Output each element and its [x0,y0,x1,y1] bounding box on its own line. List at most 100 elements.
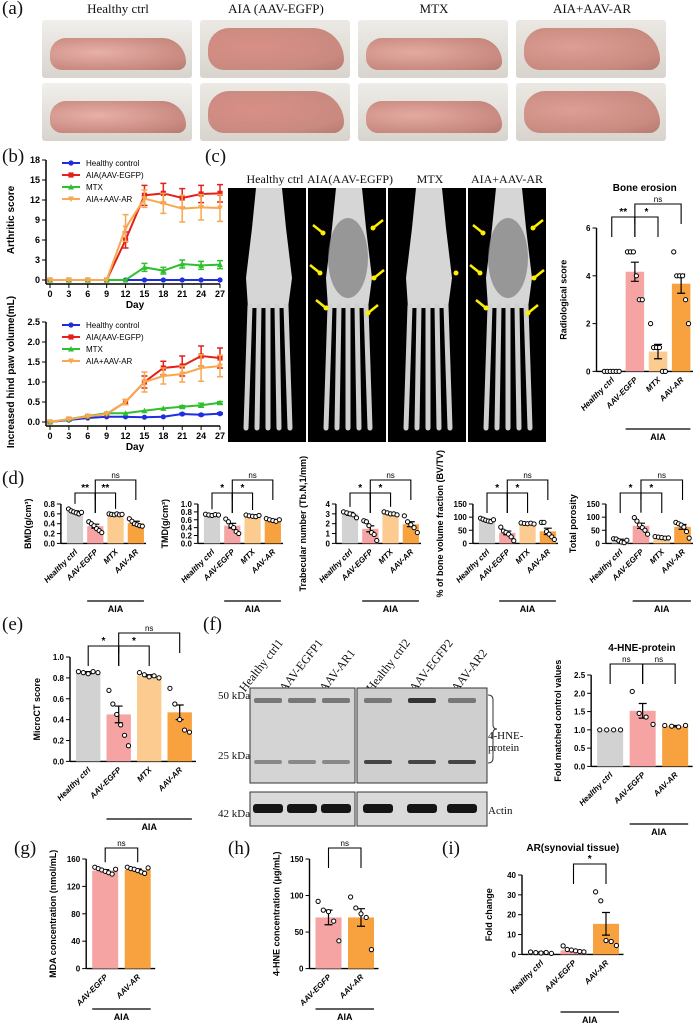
ct-digit [283,303,293,431]
significance-label: ns [248,471,256,480]
data-point [624,537,630,543]
significance-bracket [369,492,392,513]
bar-mtx [648,351,668,372]
data-point [665,535,672,541]
data-point [122,410,129,416]
legend-label: AIA(AAV-EGFP) [86,333,144,342]
data-point [103,277,110,283]
data-point [662,722,668,729]
data-point [353,905,359,911]
x-tick-label: 12 [121,431,131,441]
bar-aav-egfp [625,271,645,372]
data-point [122,399,129,405]
data-point [122,225,129,231]
data-point [645,531,651,537]
data-point [685,321,692,327]
significance-bracket [640,492,663,513]
data-point [560,943,566,949]
arrow-head [365,310,371,316]
significance-label: ns [117,839,125,848]
data-point [639,297,645,303]
data-point [543,949,549,956]
x-tick-label: 0 [47,431,52,441]
significance-label: ns [523,471,531,480]
y-tick-label: 100 [454,513,468,522]
paw-photo [42,20,192,78]
data-point [160,200,167,207]
data-point [90,669,96,675]
ct-foot [469,188,545,431]
data-point [84,413,91,420]
y-axis-label: MicroCT score [32,678,42,741]
data-point [331,918,337,924]
y-tick-label: 0.0 [574,762,586,771]
group-label: AIA [650,432,666,442]
marker-25kda: 25 kDa [218,750,251,762]
band-50kda [288,698,316,703]
panel-label-a: (a) [2,0,24,19]
y-axis-label: Radiological score [559,260,569,340]
data-point [151,673,157,679]
bar-healthy-ctrl [478,520,496,544]
data-point [636,710,642,716]
series-mtx: MTX [47,345,223,425]
data-point [315,898,321,904]
data-point [179,371,186,377]
data-point [160,267,167,274]
y-tick-label: 4 [586,272,591,281]
y-tick-label: 6 [586,224,591,233]
x-tick-label: 3 [66,431,71,441]
series-line [50,192,221,281]
y-tick-label: 0.6 [44,510,56,519]
y-tick-label: 10 [507,931,516,940]
y-tick-label: 12 [30,195,40,205]
group-label: AIA [141,822,157,832]
significance-label: ns [654,195,662,204]
ct-erosion [488,218,528,298]
data-point [538,950,544,956]
significance-bracket [634,203,682,224]
error-bar [602,911,610,936]
significance-bracket [640,479,684,500]
data-point [648,321,654,327]
data-point [47,277,53,283]
data-point [160,405,167,411]
data-point [113,866,119,872]
ct-header-mtx: MTX [416,172,444,186]
data-point [217,261,223,268]
group-label: AIA [383,604,399,614]
data-point [656,344,663,351]
chart-title: Bone erosion [613,183,677,194]
x-tick-label: 24 [196,431,206,441]
group-label: AIA [520,604,536,614]
paw-photo [200,83,350,141]
group-label: AIA [337,1012,353,1022]
band-50kda [448,698,476,703]
data-point [122,277,129,283]
data-point [141,407,148,414]
data-point [68,346,74,352]
bar-aav-ar [124,869,151,969]
microct-score-chart: 0.0 0.2 0.4 0.6 0.8 1.0 MicroCT score Healthy c… [32,624,196,832]
arrow-head [483,305,489,311]
series-line [50,262,221,281]
ct-digit [434,303,442,431]
y-tick-label: 0.6 [181,516,193,525]
paw [524,28,660,70]
data-point [683,528,690,535]
significance-label: ** [81,483,89,494]
paw [50,101,186,133]
bv-tv-chart: 0 50 100 150 % of bone volume fraction (BV/T… [435,450,558,614]
y-tick-label: 0.5 [27,397,40,407]
y-tick-label: 0.6 [53,695,65,704]
data-point [531,521,537,527]
data-point [368,947,375,953]
significance-label: * [588,854,592,865]
x-tick-label: 9 [104,431,109,441]
arrow-head [323,305,329,311]
paw-volume-chart: 0.0 0.5 1.0 1.5 2.0 2.5 0 3 6 9 12 15 18 21 24 27 Day Inc… [6,296,225,453]
data-point [217,277,223,283]
data-point [125,743,132,749]
paw-photo [42,83,192,141]
